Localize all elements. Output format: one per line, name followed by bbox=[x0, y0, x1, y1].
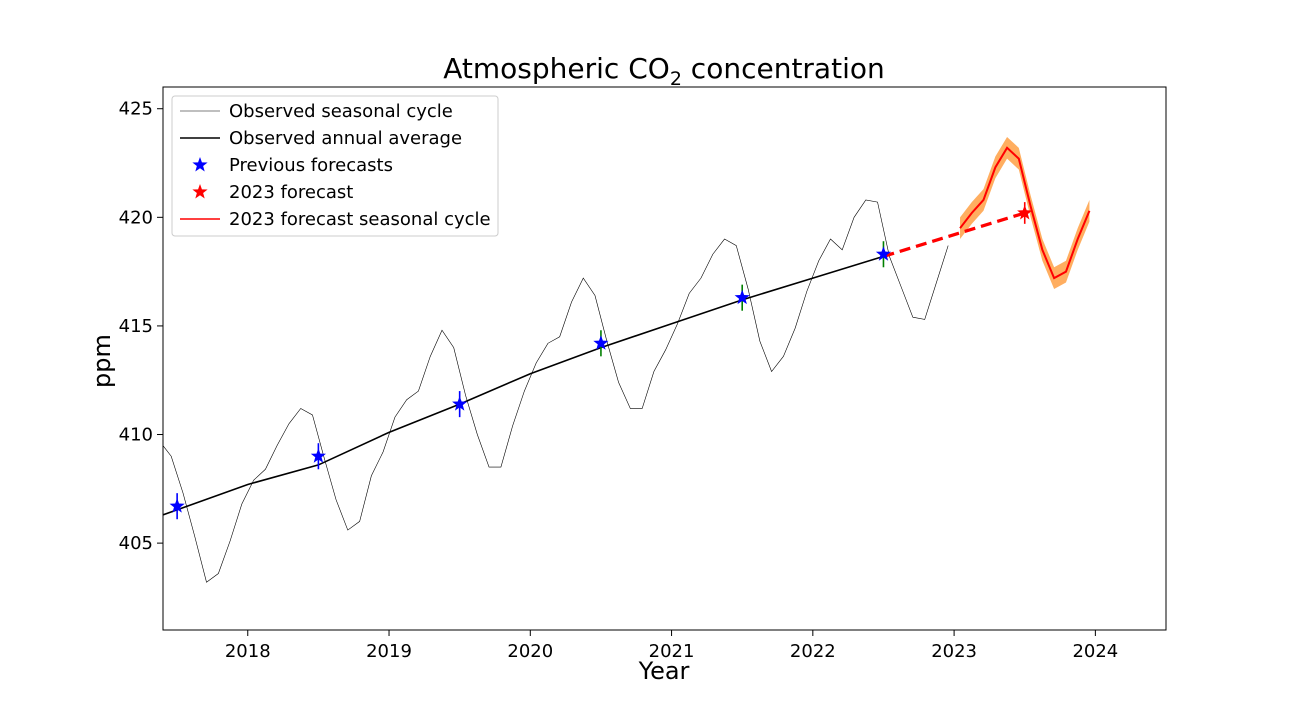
y-tick-label: 410 bbox=[119, 425, 153, 446]
chart-title: Atmospheric CO2 concentration bbox=[443, 52, 884, 90]
axes-frame bbox=[162, 86, 1167, 631]
legend-box bbox=[171, 95, 499, 237]
legend: Observed seasonal cycle Observed annual a… bbox=[171, 95, 499, 237]
x-tick-label: 2020 bbox=[507, 641, 553, 662]
previous-forecast-point bbox=[310, 448, 326, 463]
series-line-observed-annual-average bbox=[163, 255, 884, 516]
previous-forecast-point bbox=[593, 335, 609, 350]
legend-marker-star bbox=[192, 157, 208, 172]
legend-marker-star bbox=[192, 184, 208, 199]
legend-label: 2023 forecast seasonal cycle bbox=[229, 209, 491, 230]
legend-label: Previous forecasts bbox=[229, 155, 393, 176]
x-tick-label: 2023 bbox=[931, 641, 977, 662]
y-tick-label: 405 bbox=[119, 533, 153, 554]
legend-label: 2023 forecast bbox=[229, 182, 353, 203]
series-line-observed-seasonal-cycle bbox=[163, 199, 949, 583]
x-tick-label: 2024 bbox=[1072, 641, 1118, 662]
plot-area: 2018 2019 2020 2021 2022 2023 2024 405 410 415 420… bbox=[119, 86, 1167, 662]
legend-label: Observed annual average bbox=[229, 128, 462, 149]
series-group bbox=[163, 136, 1091, 583]
y-tick-label: 425 bbox=[119, 99, 153, 120]
x-tick-label: 2022 bbox=[790, 641, 836, 662]
previous-forecast-point bbox=[734, 289, 750, 305]
previous-forecast-point bbox=[169, 498, 185, 513]
y-axis-title: ppm bbox=[88, 334, 116, 388]
legend-label: Observed seasonal cycle bbox=[229, 101, 453, 122]
x-tick-label: 2021 bbox=[649, 641, 695, 662]
series-line-2023-forecast-seasonal-cycle bbox=[959, 146, 1091, 280]
previous-forecast-point bbox=[452, 396, 468, 411]
forecast-2023-point bbox=[1017, 204, 1033, 220]
x-tick-label: 2019 bbox=[366, 641, 412, 662]
y-tick-label: 415 bbox=[119, 316, 153, 337]
y-tick-label: 420 bbox=[119, 207, 153, 228]
previous-forecast-point bbox=[875, 246, 892, 261]
x-axis-title: Year bbox=[638, 657, 690, 685]
x-tick-label: 2018 bbox=[225, 641, 271, 662]
series-line-annual-projection bbox=[882, 211, 1026, 258]
